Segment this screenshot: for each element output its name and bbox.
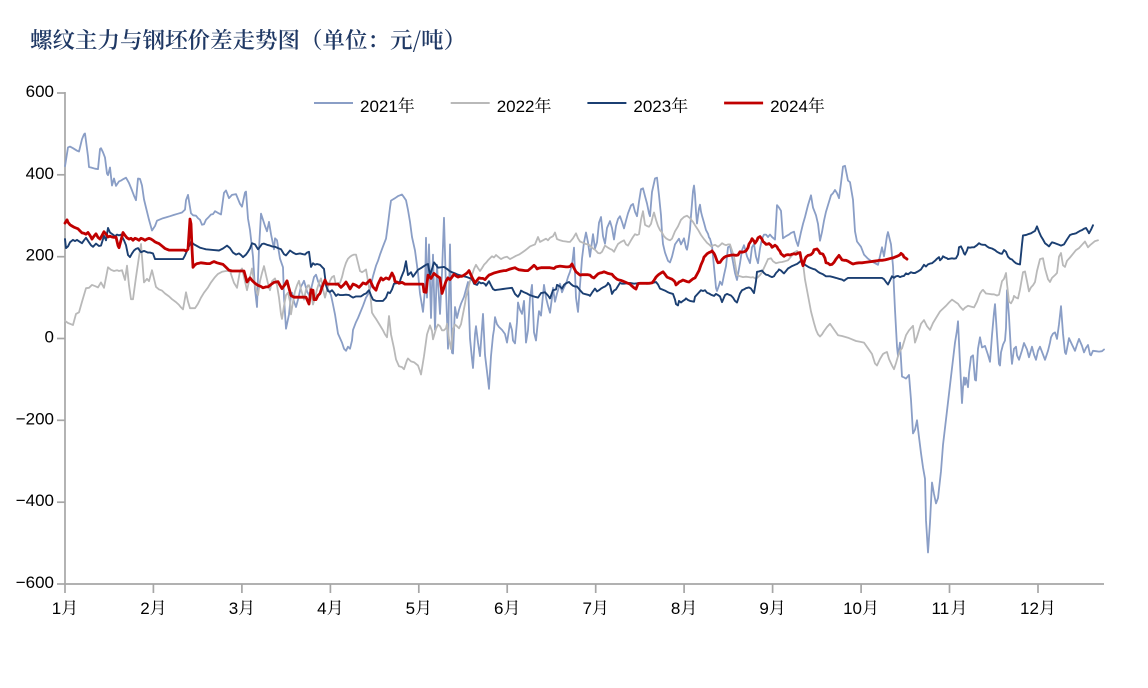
svg-text:−400: −400 bbox=[16, 491, 54, 510]
svg-text:6: 6 bbox=[494, 599, 503, 618]
svg-text:12: 12 bbox=[1020, 599, 1039, 618]
svg-text:0: 0 bbox=[45, 328, 54, 347]
svg-text:200: 200 bbox=[26, 246, 54, 265]
svg-text:11: 11 bbox=[932, 599, 950, 618]
svg-text:2021: 2021 bbox=[360, 97, 398, 116]
svg-text:5: 5 bbox=[406, 599, 415, 618]
svg-text:4: 4 bbox=[317, 599, 326, 618]
svg-text:7: 7 bbox=[583, 599, 592, 618]
svg-text:2024: 2024 bbox=[770, 97, 808, 116]
svg-text:2: 2 bbox=[140, 599, 149, 618]
svg-text:400: 400 bbox=[26, 164, 54, 183]
svg-text:−200: −200 bbox=[16, 409, 54, 428]
svg-text:2023: 2023 bbox=[633, 97, 671, 116]
svg-text:2022: 2022 bbox=[497, 97, 535, 116]
svg-text:9: 9 bbox=[759, 599, 768, 618]
svg-text:10: 10 bbox=[843, 599, 862, 618]
svg-text:3: 3 bbox=[229, 599, 238, 618]
svg-text:1: 1 bbox=[52, 599, 61, 618]
svg-text:−600: −600 bbox=[16, 573, 54, 592]
svg-text:600: 600 bbox=[26, 82, 54, 101]
svg-text:8: 8 bbox=[671, 599, 680, 618]
